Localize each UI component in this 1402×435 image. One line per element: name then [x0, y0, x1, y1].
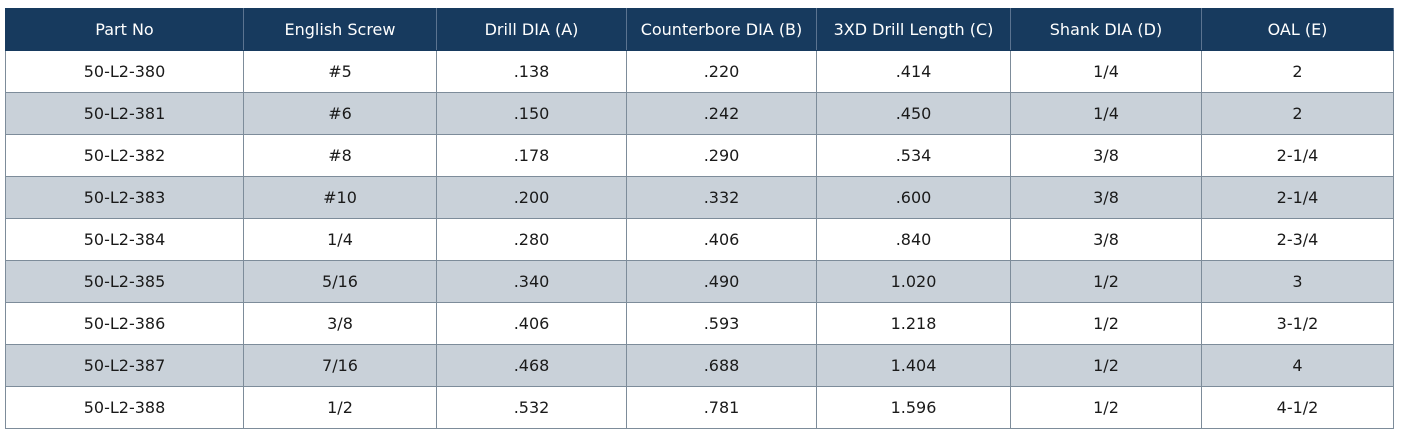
table-cell: .332: [626, 176, 817, 219]
table-row: 50-L2-381 #6.150.242.450 1/4 2: [5, 92, 1394, 135]
table-cell: 1/4: [1010, 50, 1202, 93]
table-cell: 3: [1201, 260, 1394, 303]
table-cell: .290: [626, 134, 817, 177]
table-cell: 4-1/2: [1201, 386, 1394, 429]
table-cell: 1.218: [816, 302, 1011, 345]
table-cell: .220: [626, 50, 817, 93]
table-cell: 1.404: [816, 344, 1011, 387]
table-cell: #10: [243, 176, 437, 219]
table-row: 50-L2-387 7/16.468.688 1.404 1/2 4: [5, 344, 1394, 387]
spec-table: Part No English Screw Drill DIA (A) Counter…: [5, 8, 1394, 429]
column-header: Shank DIA (D): [1010, 8, 1202, 51]
table-cell: 50-L2-384: [5, 218, 244, 261]
table-header: Part No English Screw Drill DIA (A) Counter…: [5, 8, 1394, 51]
table-cell: .200: [436, 176, 627, 219]
table-row: 50-L2-388 1/2.532.781 1.596 1/2 4-1/2: [5, 386, 1394, 429]
column-header: English Screw: [243, 8, 437, 51]
column-header: Part No: [5, 8, 244, 51]
table-cell: 50-L2-380: [5, 50, 244, 93]
column-header: Counterbore DIA (B): [626, 8, 817, 51]
table-cell: 3/8: [1010, 218, 1202, 261]
table-body: 50-L2-380 #5.138.220.414 1/4 2 50-L2-381 #6.1…: [5, 50, 1394, 429]
table-cell: .178: [436, 134, 627, 177]
table-cell: 7/16: [243, 344, 437, 387]
table-cell: 2: [1201, 92, 1394, 135]
table-cell: #5: [243, 50, 437, 93]
table-cell: .534: [816, 134, 1011, 177]
table-cell: .280: [436, 218, 627, 261]
table-cell: .406: [626, 218, 817, 261]
table-cell: .600: [816, 176, 1011, 219]
table-cell: .781: [626, 386, 817, 429]
table-cell: 50-L2-387: [5, 344, 244, 387]
table-cell: .532: [436, 386, 627, 429]
table-cell: 1/4: [243, 218, 437, 261]
column-header: 3XD Drill Length (C): [816, 8, 1011, 51]
table-cell: 4: [1201, 344, 1394, 387]
table-cell: .490: [626, 260, 817, 303]
table-row: 50-L2-386 3/8.406.593 1.218 1/2 3-1/2: [5, 302, 1394, 345]
table-cell: .340: [436, 260, 627, 303]
table-row: 50-L2-382 #8.178.290.534 3/8 2-1/4: [5, 134, 1394, 177]
table-cell: 50-L2-386: [5, 302, 244, 345]
table-cell: 1/2: [1010, 386, 1202, 429]
table-cell: 1/2: [1010, 302, 1202, 345]
table-cell: .138: [436, 50, 627, 93]
table-cell: .840: [816, 218, 1011, 261]
table-cell: 50-L2-383: [5, 176, 244, 219]
table-cell: 3/8: [1010, 134, 1202, 177]
table-cell: #6: [243, 92, 437, 135]
table-cell: 3-1/2: [1201, 302, 1394, 345]
table-cell: .450: [816, 92, 1011, 135]
table-cell: .593: [626, 302, 817, 345]
table-cell: 2: [1201, 50, 1394, 93]
table-cell: 1/2: [1010, 344, 1202, 387]
table-cell: 1/2: [243, 386, 437, 429]
table-cell: .468: [436, 344, 627, 387]
table-cell: 1/4: [1010, 92, 1202, 135]
table-cell: 5/16: [243, 260, 437, 303]
table-cell: 1/2: [1010, 260, 1202, 303]
table-cell: 1.020: [816, 260, 1011, 303]
table-cell: 1.596: [816, 386, 1011, 429]
table-cell: .150: [436, 92, 627, 135]
column-header: Drill DIA (A): [436, 8, 627, 51]
header-row: Part No English Screw Drill DIA (A) Counter…: [5, 8, 1394, 51]
table-cell: 50-L2-382: [5, 134, 244, 177]
table-row: 50-L2-383 #10.200.332.600 3/8 2-1/4: [5, 176, 1394, 219]
table-row: 50-L2-380 #5.138.220.414 1/4 2: [5, 50, 1394, 93]
table-row: 50-L2-384 1/4.280.406.840 3/8 2-3/4: [5, 218, 1394, 261]
table-row: 50-L2-385 5/16.340.490 1.020 1/2 3: [5, 260, 1394, 303]
table-cell: 2-1/4: [1201, 134, 1394, 177]
table-cell: 2-3/4: [1201, 218, 1394, 261]
table-cell: 2-1/4: [1201, 176, 1394, 219]
table-cell: 50-L2-385: [5, 260, 244, 303]
table-cell: 50-L2-381: [5, 92, 244, 135]
table-cell: .406: [436, 302, 627, 345]
table-cell: #8: [243, 134, 437, 177]
table-cell: .414: [816, 50, 1011, 93]
table-cell: .688: [626, 344, 817, 387]
table-cell: 3/8: [1010, 176, 1202, 219]
column-header: OAL (E): [1201, 8, 1394, 51]
table-cell: .242: [626, 92, 817, 135]
table-cell: 50-L2-388: [5, 386, 244, 429]
table-cell: 3/8: [243, 302, 437, 345]
